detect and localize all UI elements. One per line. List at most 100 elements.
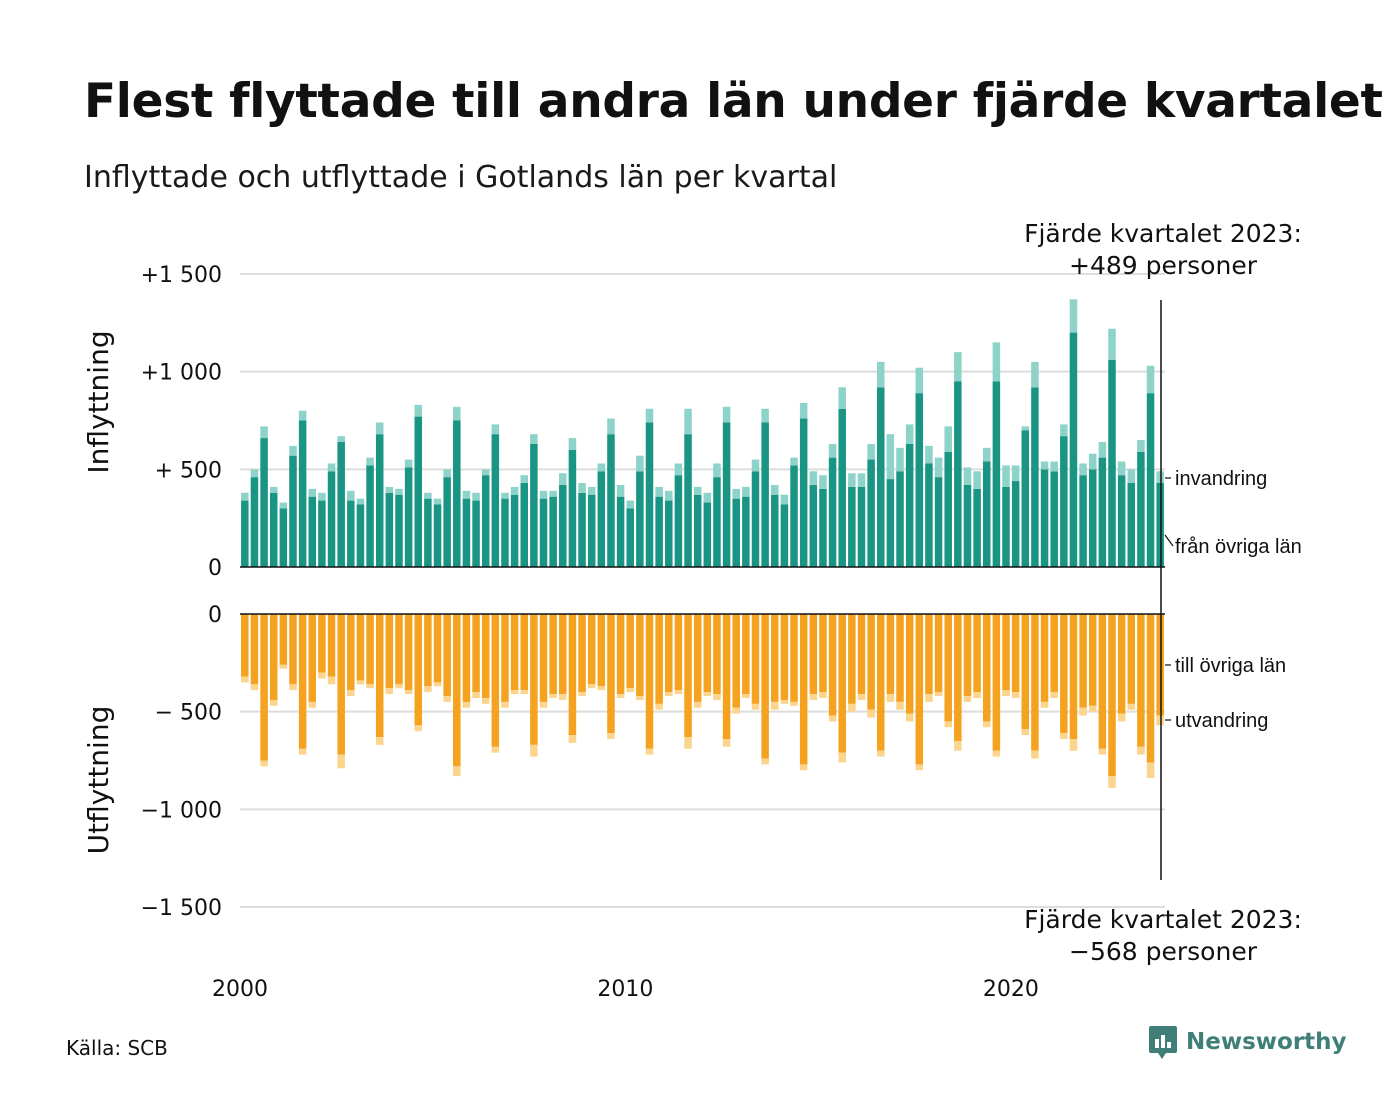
bar-in-other [780,504,789,567]
bar-out-other [1146,614,1155,763]
chart-title: Flest flyttade till andra län under fjär… [84,74,1383,129]
y-tick-label: 0 [208,603,222,628]
bar-in-other [443,477,451,567]
bar-out-other [424,614,432,687]
bar-out-other [925,614,933,695]
bar-out-emigration [539,701,548,708]
bar-out-emigration [395,684,403,689]
bar-in-other [992,381,1001,567]
bar-out-emigration [356,680,365,685]
bar-out-other [1156,614,1164,716]
bar-out-other [308,614,317,702]
y-axis-title-outflow: Utflyttning [82,706,115,855]
bar-out-other [1108,614,1116,777]
bar-in-other [799,418,808,567]
bar-in-other [269,492,278,567]
bar-in-other [944,451,952,567]
bar-out-other [520,614,529,691]
bar-out-other [1050,614,1058,693]
bar-out-other [481,614,490,698]
x-tick-label: 2010 [597,977,653,1002]
bar-in-other [857,486,866,567]
labels: invandring från övriga län till övriga län… [1164,468,1302,732]
bar-out-other [404,614,413,691]
bar-in-other [655,496,663,567]
bar-in-immigration [1050,461,1058,472]
x-tick-label: 2000 [212,977,268,1002]
bar-out-other [433,614,442,683]
bar-out-other [973,614,981,693]
bar-in-immigration [337,436,345,442]
bar-out-other [982,614,991,722]
bar-out-emigration [838,752,846,763]
bar-in-other [722,422,731,567]
bar-out-emigration [992,750,1001,757]
bar-in-immigration [385,486,394,493]
bar-out-emigration [1079,707,1087,716]
bar-out-emigration [905,713,914,722]
bar-in-other [260,438,268,567]
bar-out-other [626,614,634,689]
bar-out-emigration [250,684,259,691]
bar-out-emigration [665,692,673,697]
bar-in-immigration [809,471,818,485]
bar-out-emigration [481,697,490,704]
bar-in-immigration [896,447,904,472]
chart-subtitle: Inflyttade och utflyttade i Gotlands län… [84,160,838,195]
bar-in-other [1079,475,1087,567]
bar-out-emigration [424,686,432,693]
bar-out-emigration [510,690,519,695]
bar-in-immigration [1088,453,1097,470]
bar-in-other [327,471,336,567]
bar-out-emigration [703,692,712,697]
bar-out-emigration [1156,715,1164,726]
bar-out-other [963,614,972,697]
bar-out-emigration [1040,701,1049,708]
bar-in-immigration [934,457,943,478]
bar-in-other [607,434,615,567]
bar-out-emigration [279,664,288,669]
bar-in-immigration [703,492,712,503]
bar-out-emigration [982,721,991,728]
bar-out-emigration [260,760,268,767]
bar-out-emigration [1088,705,1097,712]
bar-in-immigration [799,402,808,419]
bar-out-other [771,614,779,702]
bar-out-emigration [414,725,423,732]
label-fran-ovriga-lan: från övriga län [1175,536,1302,558]
bar-out-other [559,614,567,695]
bar-in-immigration [549,490,557,497]
y-tick-label: 0 [208,556,222,581]
bar-in-immigration [992,342,1001,382]
bar-out-emigration [742,694,750,698]
bar-out-other [414,614,423,726]
bar-out-other [298,614,307,749]
bar-in-immigration [260,426,268,439]
bar-out-emigration [809,694,818,700]
bar-out-other [828,614,837,716]
bar-out-other [260,614,268,761]
bar-out-other [645,614,654,749]
bar-out-other [780,614,789,700]
label-fran-ovriga-lan-leader [1164,534,1174,547]
bar-in-immigration [616,484,625,497]
y-tick-label: + 500 [155,458,222,483]
label-till-ovriga-lan: till övriga län [1175,655,1286,677]
bar-out-other [501,614,509,702]
bar-out-emigration [819,692,827,698]
bar-in-immigration [520,475,529,484]
bar-in-other [684,434,692,567]
bar-out-emigration [568,735,577,743]
bar-in-immigration [433,498,442,505]
bar-in-other [356,504,365,567]
bar-in-immigration [289,445,297,456]
bar-out-emigration [1050,692,1058,698]
inflow-bars [241,299,1164,567]
bar-in-immigration [674,463,683,476]
bar-out-other [934,614,943,693]
bar-out-emigration [876,750,885,757]
bar-in-immigration [530,434,538,444]
bar-out-emigration [404,690,413,695]
bar-out-emigration [578,692,586,697]
bar-in-immigration [453,406,461,421]
